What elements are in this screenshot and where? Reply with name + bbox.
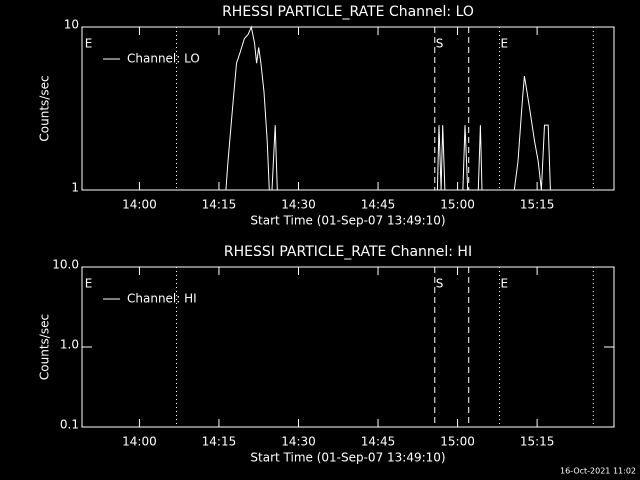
y-tick-label: 10.0 [52, 258, 79, 272]
x-tick-label: 14:15 [202, 435, 237, 449]
x-tick-label: 14:15 [202, 198, 237, 212]
marker-label: E [85, 37, 93, 51]
legend-label: Channel: LO [127, 52, 200, 66]
plot-frame [81, 26, 615, 191]
x-tick-label: 14:30 [281, 198, 316, 212]
x-tick-label: 14:30 [281, 435, 316, 449]
x-tick-label: 14:45 [361, 435, 396, 449]
chart-title: RHESSI PARTICLE_RATE Channel: LO [222, 4, 474, 20]
y-tick-label: 0.1 [60, 418, 79, 432]
x-tick-label: 14:45 [361, 198, 396, 212]
marker-label: E [85, 277, 93, 291]
x-axis-label: Start Time (01-Sep-07 13:49:10) [250, 214, 445, 228]
footer-date: 16-Oct-2021 11:02 [560, 467, 636, 476]
legend-label: Channel: HI [127, 292, 197, 306]
y-axis-label: Counts/sec [38, 314, 52, 380]
marker-label: S [436, 277, 444, 291]
y-tick-label: 1.0 [60, 338, 79, 352]
marker-label: E [500, 277, 508, 291]
chart-title: RHESSI PARTICLE_RATE Channel: HI [224, 244, 472, 260]
y-tick-label: 1 [71, 181, 79, 195]
x-tick-label: 15:15 [520, 198, 555, 212]
x-tick-label: 15:15 [520, 435, 555, 449]
y-axis-label: Counts/sec [38, 75, 52, 141]
x-tick-label: 15:00 [440, 435, 475, 449]
x-tick-label: 15:00 [440, 198, 475, 212]
x-tick-label: 14:00 [122, 435, 157, 449]
marker-label: E [500, 37, 508, 51]
y-tick-label: 10 [64, 18, 79, 32]
data-line [225, 25, 551, 191]
x-axis-label: Start Time (01-Sep-07 13:49:10) [250, 451, 445, 465]
marker-label: S [436, 37, 444, 51]
x-tick-label: 14:00 [122, 198, 157, 212]
